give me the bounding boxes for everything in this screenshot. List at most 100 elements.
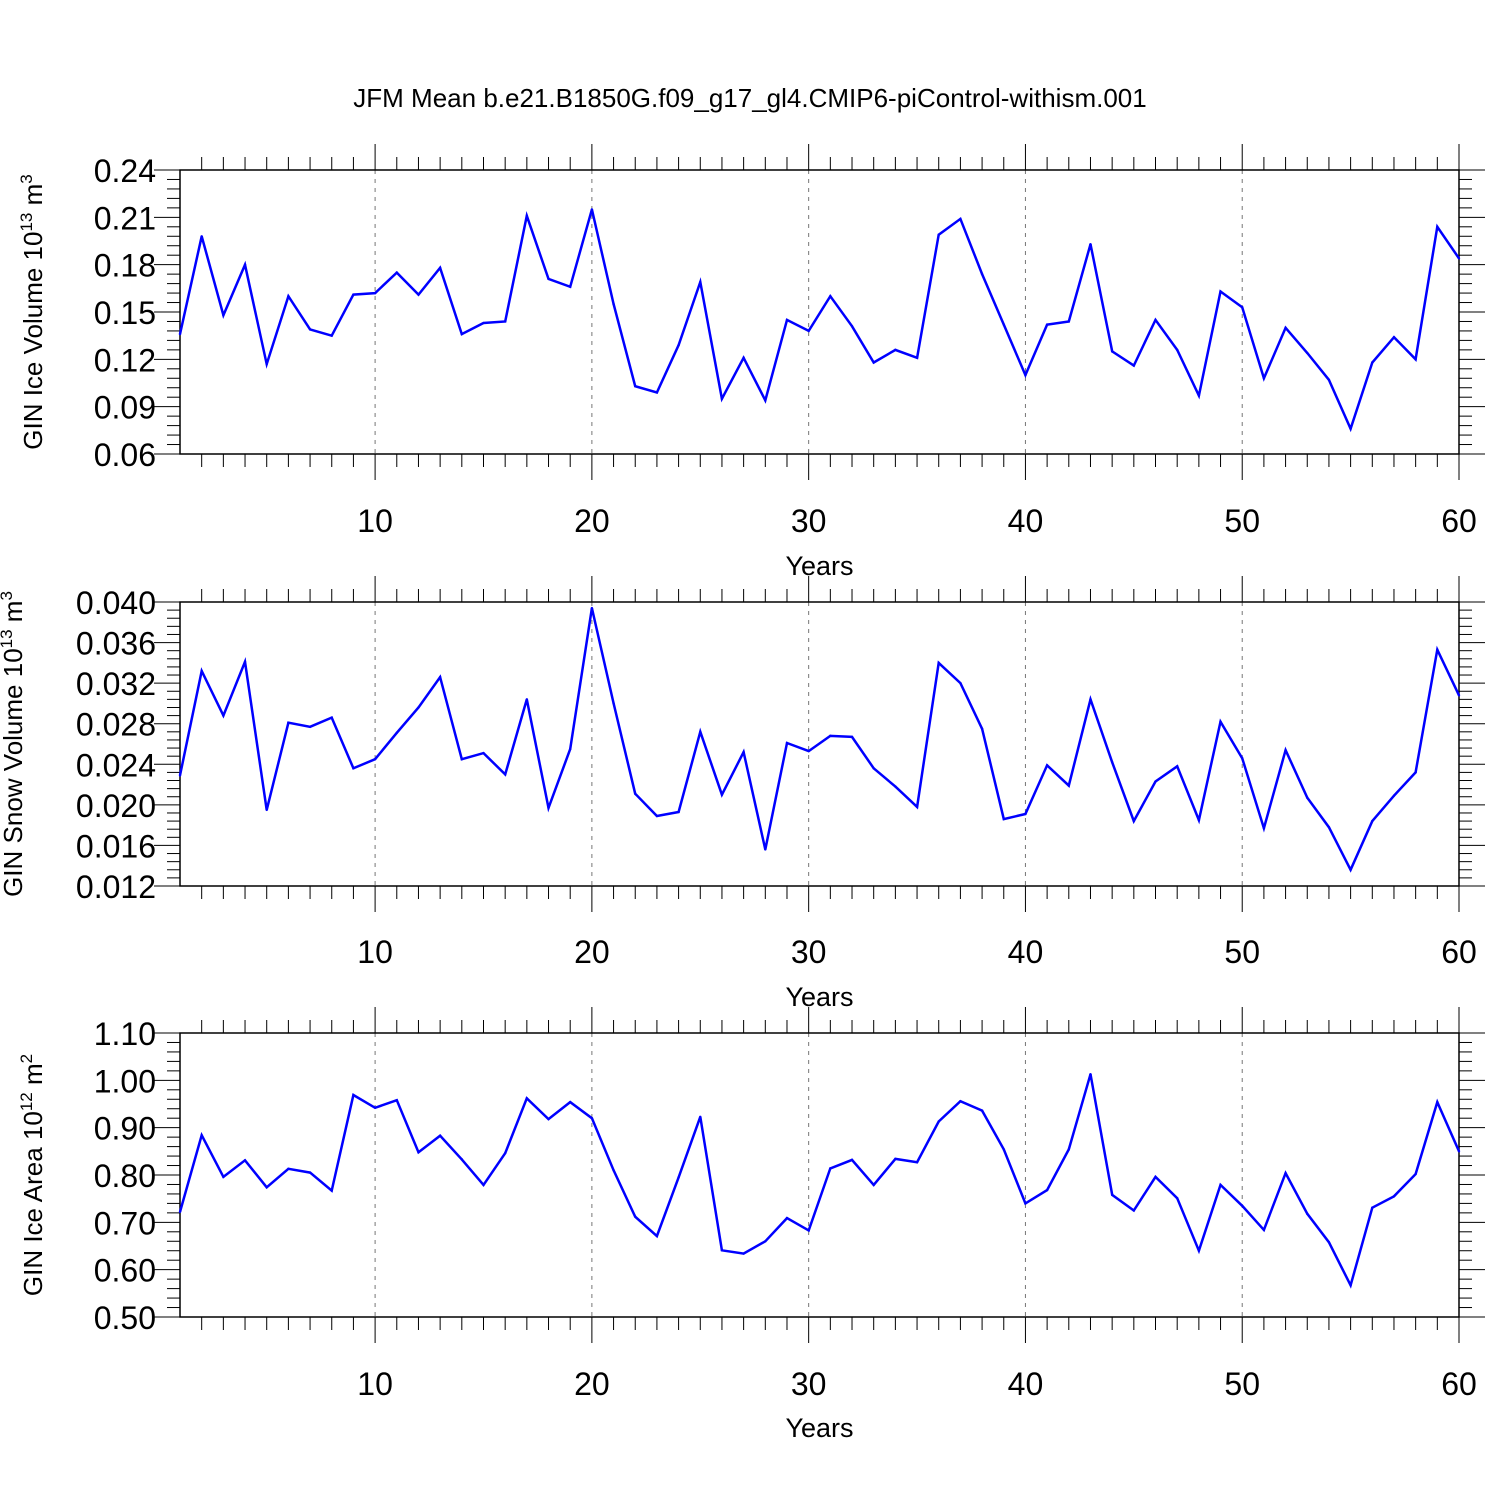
data-point: [1457, 1150, 1461, 1153]
x-axis-title: Years: [785, 982, 853, 1012]
data-point: [850, 735, 854, 739]
y-tick-label: 0.016: [76, 828, 156, 864]
x-tick-label: 60: [1441, 934, 1477, 970]
data-point: [352, 293, 355, 296]
data-point: [677, 810, 680, 814]
data-point: [1262, 826, 1266, 830]
data-point: [1154, 1175, 1157, 1179]
data-point: [807, 329, 810, 333]
data-point: [677, 1176, 680, 1179]
data-point: [829, 1167, 832, 1170]
data-point: [525, 1097, 529, 1100]
data-point: [720, 397, 724, 400]
data-point: [395, 1099, 398, 1102]
y-tick-label: 0.032: [76, 666, 156, 702]
data-point: [243, 263, 247, 266]
y-tick-label: 0.50: [94, 1300, 156, 1336]
x-tick-label: 40: [1008, 1366, 1044, 1402]
x-axis-title: Years: [785, 551, 853, 581]
y-tick-label: 0.18: [94, 248, 156, 284]
plot-frame: [179, 1032, 1460, 1318]
y-tick-label: 0.90: [94, 1111, 156, 1147]
data-point: [1197, 394, 1201, 397]
y-tick-label: 0.60: [94, 1253, 156, 1289]
data-point: [438, 1134, 442, 1137]
x-tick-label: 10: [357, 503, 393, 539]
y-axis-title: GIN Ice Area 1012 m2: [17, 1054, 48, 1296]
data-point: [937, 661, 940, 665]
x-tick-label: 30: [791, 1366, 827, 1402]
series-line: [178, 607, 1461, 873]
data-point: [1327, 825, 1331, 829]
data-point: [634, 792, 637, 795]
data-point: [1024, 1202, 1027, 1205]
data-point: [417, 706, 420, 709]
data-point: [178, 332, 182, 336]
panel-3: 0.50 0.60 0.70 0.80 0.90 1.00 1.10 10 20 30 40 50 60…: [17, 1007, 1485, 1443]
data-point: [1067, 784, 1070, 787]
data-point: [265, 808, 268, 812]
panel-2: 0.012 0.016 0.020 0.024 0.028 0.032 0.036 0.040…: [0, 576, 1485, 1012]
data-point: [1436, 1100, 1439, 1104]
data-point: [850, 1158, 854, 1162]
data-point: [200, 1134, 203, 1137]
data-point: [915, 1161, 919, 1164]
data-point: [1392, 1195, 1396, 1198]
y-tick-label: 0.036: [76, 626, 156, 662]
data-point: [352, 767, 355, 770]
data-point: [1067, 1148, 1070, 1151]
data-point: [1457, 257, 1461, 260]
data-point: [655, 391, 659, 394]
data-point: [1392, 794, 1396, 797]
data-point: [612, 302, 615, 306]
data-point: [569, 1100, 572, 1104]
data-point: [308, 328, 312, 331]
data-point: [720, 793, 724, 796]
data-point: [395, 731, 398, 735]
series-line: [178, 1073, 1461, 1289]
data-point: [634, 1215, 637, 1218]
data-point: [872, 767, 875, 770]
data-point: [872, 361, 875, 364]
data-point: [460, 332, 464, 336]
data-point: [1110, 761, 1114, 764]
x-tick-label: 50: [1224, 1366, 1260, 1402]
data-point: [1241, 306, 1244, 309]
data-point: [1089, 242, 1092, 246]
data-point: [590, 208, 594, 211]
data-point: [503, 773, 507, 776]
data-point: [612, 702, 615, 705]
data-point: [460, 1158, 464, 1161]
data-point: [699, 730, 702, 734]
data-point: [764, 399, 767, 402]
data-point: [1392, 336, 1396, 339]
data-point: [1284, 1171, 1287, 1175]
data-point: [764, 1240, 767, 1243]
data-point: [1132, 364, 1136, 367]
y-tick-label: 0.012: [76, 869, 156, 905]
data-point: [1262, 1228, 1266, 1232]
data-point: [807, 1229, 810, 1232]
plot-frame: [179, 601, 1460, 887]
data-point: [373, 758, 377, 761]
x-tick-label: 30: [791, 503, 827, 539]
x-tick-label: 50: [1224, 503, 1260, 539]
data-point: [200, 235, 203, 238]
data-point: [1132, 819, 1136, 823]
data-point: [482, 1183, 485, 1187]
data-point: [1024, 373, 1027, 377]
data-point: [438, 675, 442, 679]
data-point: [655, 1234, 659, 1238]
data-point: [1414, 771, 1417, 774]
data-point: [1306, 796, 1309, 799]
data-point: [1349, 1284, 1352, 1287]
x-tick-label: 60: [1441, 503, 1477, 539]
data-point: [1436, 648, 1439, 651]
data-point: [742, 1252, 745, 1255]
data-point: [807, 749, 810, 753]
data-point: [330, 334, 333, 337]
data-point: [655, 814, 659, 818]
data-point: [395, 271, 398, 274]
data-point: [1219, 1183, 1222, 1187]
data-point: [1327, 378, 1331, 382]
